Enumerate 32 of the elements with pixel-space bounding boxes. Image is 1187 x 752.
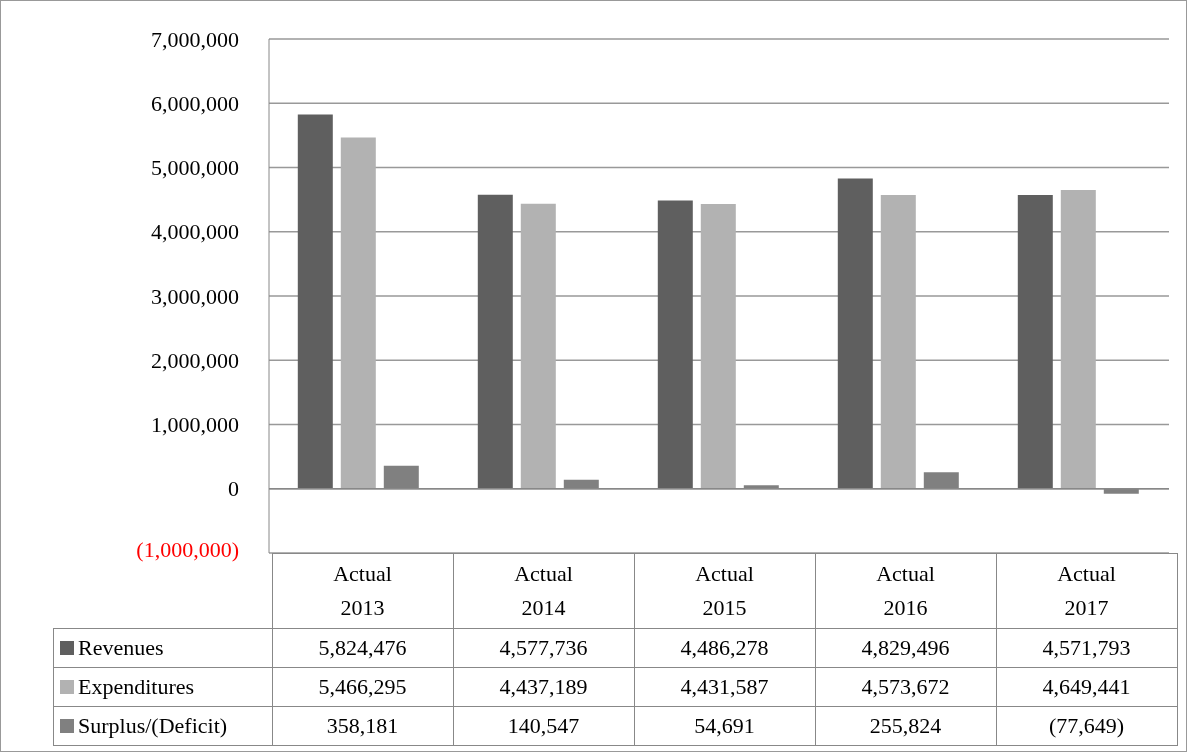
y-tick-label: 1,000,000 [151, 412, 239, 437]
data-label: 255,824 [815, 706, 996, 746]
data-label: 140,547 [453, 706, 634, 746]
x-tick-label: Actual 2017 [1056, 560, 1117, 622]
y-tick-label: 7,000,000 [151, 26, 239, 52]
legend-label: Revenues [53, 628, 272, 668]
y-tick-label: 3,000,000 [151, 283, 239, 309]
x-tick-label: Actual 2013 [332, 560, 393, 622]
data-label: 4,573,672 [815, 667, 996, 707]
y-tick-label: (1,000,000) [136, 536, 239, 562]
y-tick-label: 4,000,000 [151, 219, 239, 245]
y-tick-label: 0 [228, 476, 239, 502]
x-tick-label: Actual 2016 [875, 560, 936, 622]
data-label: 4,437,189 [453, 667, 634, 707]
data-label: 4,649,441 [996, 667, 1177, 707]
data-label: 4,829,496 [815, 628, 996, 668]
data-label: (77,649) [996, 706, 1177, 746]
data-label: 5,824,476 [272, 628, 453, 668]
data-label: 4,571,793 [996, 628, 1177, 668]
x-tick-label: Actual 2014 [513, 560, 574, 622]
data-label: 4,486,278 [634, 628, 815, 668]
data-label: 5,466,295 [272, 667, 453, 707]
legend-label: Expenditures [53, 667, 272, 707]
y-tick-label: 2,000,000 [151, 347, 239, 373]
data-label: 4,577,736 [453, 628, 634, 668]
x-tick-label: Actual 2015 [694, 560, 755, 622]
data-label: 4,431,587 [634, 667, 815, 707]
data-label: 358,181 [272, 706, 453, 746]
data-label: 54,691 [634, 706, 815, 746]
legend-label: Surplus/(Deficit) [53, 706, 272, 746]
y-tick-label: 5,000,000 [151, 155, 239, 180]
y-tick-label: 6,000,000 [151, 90, 239, 116]
